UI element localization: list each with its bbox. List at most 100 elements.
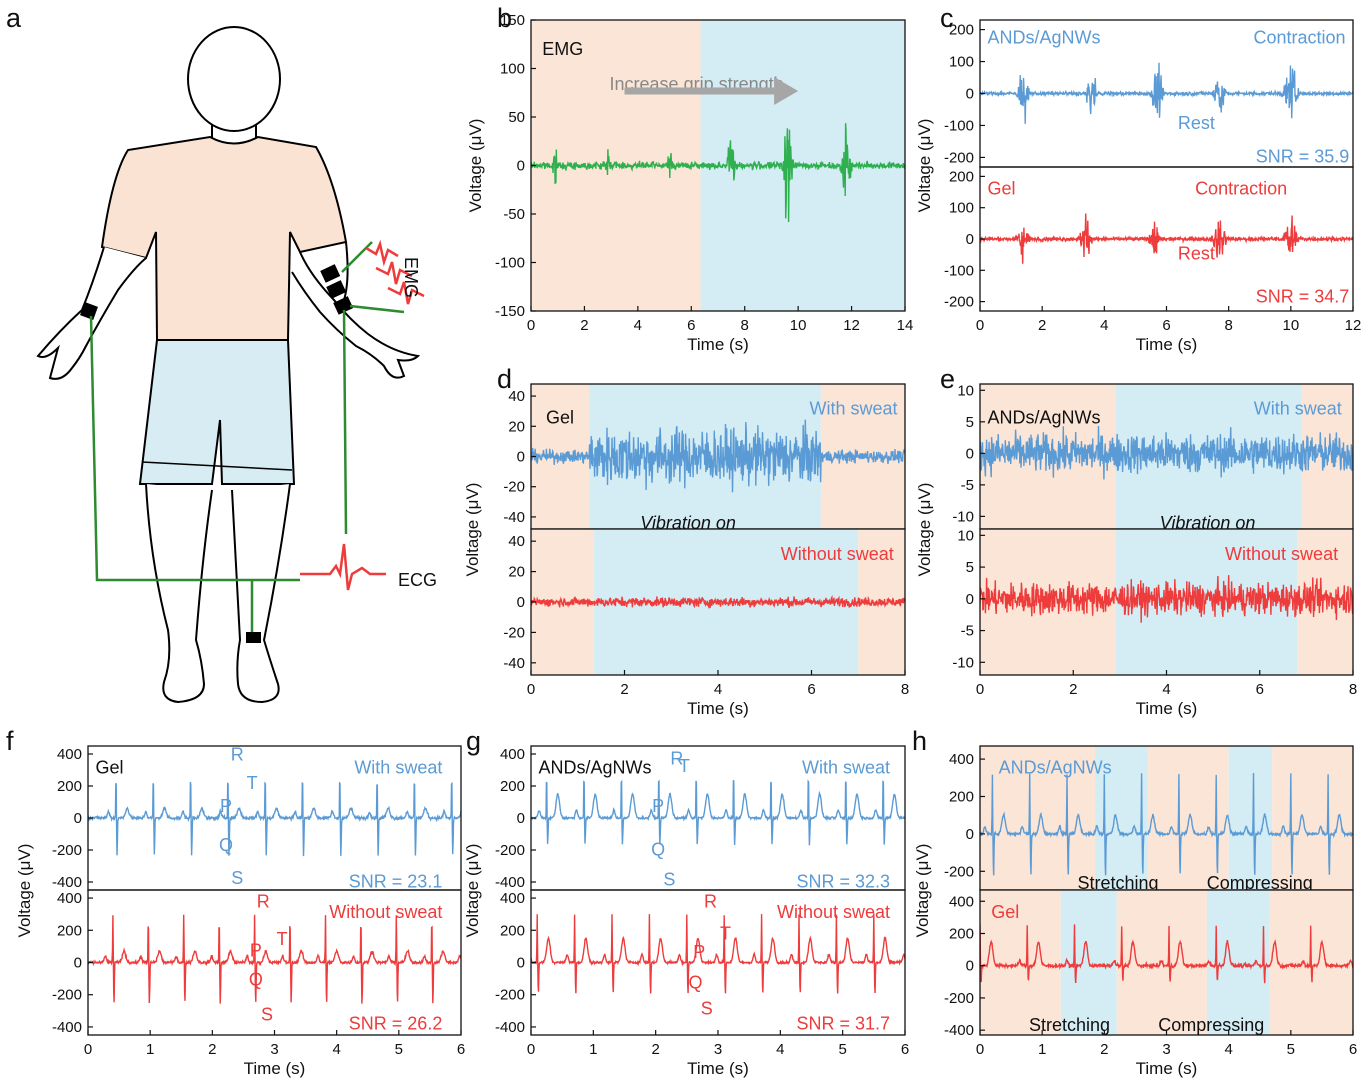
y-tick-label: 200 <box>949 788 974 805</box>
x-tick-label: 3 <box>1162 1041 1170 1058</box>
x-tick-label: 1 <box>589 1041 597 1058</box>
y-tick-label: 200 <box>949 168 974 185</box>
emg-wires <box>341 241 405 314</box>
ecg-wave-label-S: S <box>231 868 243 888</box>
subplot-f-1: -400 -200 0 200 400 Without sweat SNR = 26.2 R P… <box>52 889 462 1036</box>
shaded-region-4 <box>1272 746 1353 890</box>
y-tick-label: -200 <box>944 863 974 880</box>
annotation-text: With sweat <box>802 758 890 778</box>
y-tick-label: 0 <box>966 445 974 462</box>
subplot-d-0: -40 -20 0 20 40 Gel With sweat Vibration on <box>503 383 906 533</box>
y-tick-label: 40 <box>508 533 525 550</box>
y-tick-label: 10 <box>957 527 974 544</box>
ecg-signal-icon <box>300 543 386 591</box>
annotation-text: SNR = 26.2 <box>349 1013 443 1033</box>
subplot-d-1: -40 -20 0 20 40 Without sweat <box>503 528 906 676</box>
subplot-c-1: -200 -100 0 100 200 Gel Contraction Rest SNR = 3… <box>944 166 1354 312</box>
annotation-text: Stretching <box>1077 873 1158 893</box>
ecg-wave-label-T: T <box>276 929 287 949</box>
y-tick-label: -100 <box>944 117 974 134</box>
annotation-text: Gel <box>991 902 1019 922</box>
x-tick-label: 8 <box>901 681 909 698</box>
x-tick-label: 4 <box>776 1041 784 1058</box>
subplot-h-1: -400 -200 0 200 400 Gel Stretching Compressing <box>944 889 1354 1039</box>
y-tick-label: -400 <box>495 1019 525 1036</box>
annotation-text: Stretching <box>1029 1015 1110 1035</box>
y-tick-label: 200 <box>57 778 82 795</box>
x-tick-label: 12 <box>1345 317 1362 334</box>
x-tick-label: 1 <box>1038 1041 1046 1058</box>
annotation-text: Vibration on <box>640 513 736 533</box>
y-tick-label: 50 <box>508 109 525 126</box>
y-tick-label: -100 <box>944 262 974 279</box>
x-tick-label: 5 <box>838 1041 846 1058</box>
x-tick-label: 10 <box>790 317 807 334</box>
y-tick-label: 0 <box>74 810 82 827</box>
x-tick-label: 6 <box>807 681 815 698</box>
annotation-text: Without sweat <box>1225 544 1338 564</box>
x-tick-label: 5 <box>1287 1041 1295 1058</box>
ecg-label: ECG <box>398 570 437 590</box>
annotation-text: SNR = 35.9 <box>1256 147 1350 167</box>
y-tick-label: 0 <box>517 955 525 972</box>
annotation-text: Without sweat <box>777 902 890 922</box>
x-axis-label: Time (s) <box>1136 699 1198 718</box>
y-tick-label: 0 <box>966 86 974 103</box>
annotation-text: Rest <box>1178 243 1215 263</box>
series-line-0 <box>531 123 905 223</box>
y-tick-label: -40 <box>503 509 525 526</box>
body-shorts-hem <box>141 461 293 471</box>
y-tick-label: 0 <box>966 958 974 975</box>
y-tick-label: -150 <box>495 303 525 320</box>
panel-letter-e: e <box>940 364 955 394</box>
y-tick-label: -200 <box>944 149 974 166</box>
ecg-wave-label-S: S <box>261 1005 273 1025</box>
y-tick-label: -40 <box>503 655 525 672</box>
y-tick-label: -400 <box>944 1022 974 1039</box>
x-tick-label: 8 <box>1349 681 1357 698</box>
y-tick-label: 200 <box>500 778 525 795</box>
x-axis-label: Time (s) <box>1136 1059 1198 1078</box>
annotation-text: Compressing <box>1207 873 1313 893</box>
panel-letter-d: d <box>497 364 512 394</box>
ecg-wave-label-S: S <box>701 999 713 1019</box>
x-tick-label: 6 <box>1162 317 1170 334</box>
y-tick-label: 10 <box>957 382 974 399</box>
series-line-0 <box>88 914 461 1004</box>
x-axis-label: Time (s) <box>687 699 749 718</box>
y-axis-label: Voltage (μV) <box>913 844 932 938</box>
x-tick-label: 2 <box>1100 1041 1108 1058</box>
body-legs <box>145 483 291 704</box>
y-tick-label: 400 <box>949 751 974 768</box>
y-tick-label: -400 <box>52 1019 82 1036</box>
shaded-region-0 <box>980 746 1096 890</box>
x-tick-label: 6 <box>1349 1041 1357 1058</box>
y-tick-label: 400 <box>949 893 974 910</box>
y-axis-label: Voltage (μV) <box>15 844 34 938</box>
y-tick-label: 100 <box>500 61 525 78</box>
y-tick-label: 200 <box>949 926 974 943</box>
x-tick-label: 2 <box>651 1041 659 1058</box>
annotation-text: Contraction <box>1253 28 1345 48</box>
x-tick-label: 4 <box>1224 1041 1232 1058</box>
y-tick-label: -50 <box>503 206 525 223</box>
x-tick-label: 12 <box>843 317 860 334</box>
ecg-wave-label-Q: Q <box>651 839 665 859</box>
y-tick-label: 0 <box>966 826 974 843</box>
x-tick-label: 3 <box>270 1041 278 1058</box>
y-tick-label: -200 <box>52 842 82 859</box>
ecg-wave-label-P: P <box>693 942 705 962</box>
body-head <box>187 26 281 132</box>
x-tick-label: 2 <box>620 681 628 698</box>
annotation-text: Without sweat <box>329 902 442 922</box>
body-shirt <box>100 135 348 341</box>
x-tick-label: 6 <box>1256 681 1264 698</box>
y-tick-label: -200 <box>944 294 974 311</box>
subplot-g-1: -400 -200 0 200 400 Without sweat SNR = 31.7 R P… <box>495 889 906 1036</box>
series-line-0 <box>531 595 905 610</box>
y-tick-label: 200 <box>949 22 974 39</box>
annotation-text: ANDs/AgNWs <box>987 407 1100 427</box>
